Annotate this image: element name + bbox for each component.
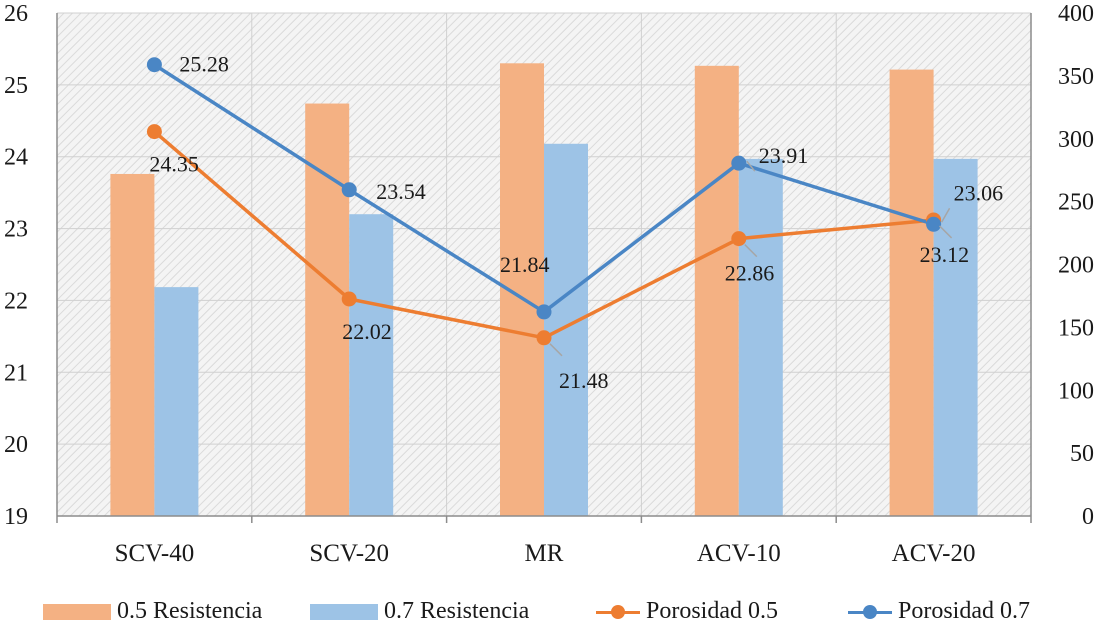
- leader-line: [744, 244, 758, 258]
- leader-line: [940, 207, 951, 223]
- point-porosidad-07: [341, 182, 357, 198]
- data-label-porosidad-07: 25.28: [179, 52, 229, 77]
- point-porosidad-05: [146, 124, 162, 140]
- y-left-tick-label: 26: [4, 1, 28, 27]
- data-label-porosidad-07: 23.06: [954, 180, 1004, 205]
- bar-resistencia-07: [544, 143, 588, 516]
- data-label-porosidad-07: 23.54: [376, 179, 426, 204]
- legend-swatch-porosidad-07: [848, 604, 892, 620]
- data-label-porosidad-05: 22.02: [342, 319, 392, 344]
- legend-swatch-resistencia-07: [310, 603, 378, 620]
- axes: 19 20 21 22 23 24 25 26 0 50 100 150 200 250 300 350 400…: [4, 1, 1094, 567]
- point-porosidad-05: [341, 291, 357, 307]
- legend: 0.5 Resistencia 0.7 Resistencia Porosida…: [0, 596, 1104, 627]
- legend-item-porosidad-05: Porosidad 0.5: [596, 596, 778, 627]
- legend-item-porosidad-07: Porosidad 0.7: [848, 596, 1030, 627]
- data-labels: 24.35 22.02 21.48 22.86 23.12 25.28 23.54 21.84…: [149, 52, 1003, 393]
- y-left-tick-label: 25: [4, 73, 28, 99]
- point-porosidad-05: [536, 330, 552, 346]
- x-category-label: MR: [525, 540, 564, 567]
- y-right-tick-label: 100: [1058, 378, 1094, 404]
- point-porosidad-07: [146, 57, 162, 73]
- data-label-porosidad-05: 24.35: [149, 152, 199, 177]
- legend-item-resistencia-05: 0.5 Resistencia: [43, 596, 262, 627]
- bar-resistencia-07: [154, 287, 199, 516]
- x-category-label: SCV-40: [115, 540, 195, 567]
- bar-resistencia-07: [349, 214, 394, 516]
- data-label-porosidad-05: 22.86: [725, 261, 775, 286]
- y-right-tick-label: 200: [1058, 253, 1094, 279]
- leader-line: [549, 343, 563, 357]
- legend-label: 0.7 Resistencia: [384, 598, 530, 624]
- bar-resistencia-05: [110, 173, 155, 516]
- data-label-porosidad-07: 21.84: [500, 252, 550, 277]
- y-right-tick-label: 0: [1082, 504, 1094, 530]
- x-category-label: ACV-20: [892, 540, 976, 567]
- bars: [110, 63, 978, 517]
- combo-chart: 24.35 22.02 21.48 22.86 23.12 25.28 23.54 21.84…: [4, 1, 1094, 567]
- legend-label: 0.5 Resistencia: [117, 598, 263, 624]
- bar-resistencia-07: [933, 158, 978, 516]
- y-right-tick-label: 300: [1058, 127, 1094, 153]
- label-leader-lines: [549, 160, 953, 357]
- y-left-tick-label: 24: [4, 145, 28, 171]
- legend-swatch-porosidad-05: [596, 604, 640, 620]
- y-left-tick-label: 22: [4, 288, 28, 314]
- data-label-porosidad-05: 23.12: [920, 242, 970, 267]
- bar-resistencia-05: [889, 69, 934, 517]
- data-label-porosidad-05: 21.48: [559, 368, 609, 393]
- y-right-tick-label: 50: [1070, 441, 1094, 467]
- legend-label: Porosidad 0.7: [898, 598, 1030, 624]
- point-porosidad-05: [731, 231, 747, 247]
- y-right-tick-label: 250: [1058, 190, 1094, 216]
- lines: [146, 57, 942, 346]
- y-right-tick-label: 350: [1058, 64, 1094, 90]
- x-category-label: ACV-10: [697, 540, 781, 567]
- data-label-porosidad-07: 23.91: [759, 143, 809, 168]
- y-left-tick-label: 19: [4, 504, 28, 530]
- y-right-tick-label: 400: [1058, 1, 1094, 27]
- x-category-label: SCV-20: [309, 540, 389, 567]
- y-left-tick-label: 20: [4, 432, 28, 458]
- leader-line: [746, 160, 756, 172]
- legend-label: Porosidad 0.5: [646, 598, 778, 624]
- leader-line: [939, 225, 953, 239]
- y-left-tick-label: 21: [4, 360, 28, 386]
- y-right-tick-label: 150: [1058, 315, 1094, 341]
- bar-resistencia-07: [738, 158, 783, 516]
- bar-resistencia-05: [305, 103, 350, 516]
- point-porosidad-07: [536, 304, 552, 320]
- y-left-tick-label: 23: [4, 217, 28, 243]
- point-porosidad-07: [731, 155, 747, 171]
- legend-item-resistencia-07: 0.7 Resistencia: [310, 596, 529, 627]
- legend-swatch-resistencia-05: [43, 603, 111, 620]
- bar-resistencia-05: [694, 65, 739, 516]
- point-porosidad-07: [926, 216, 942, 232]
